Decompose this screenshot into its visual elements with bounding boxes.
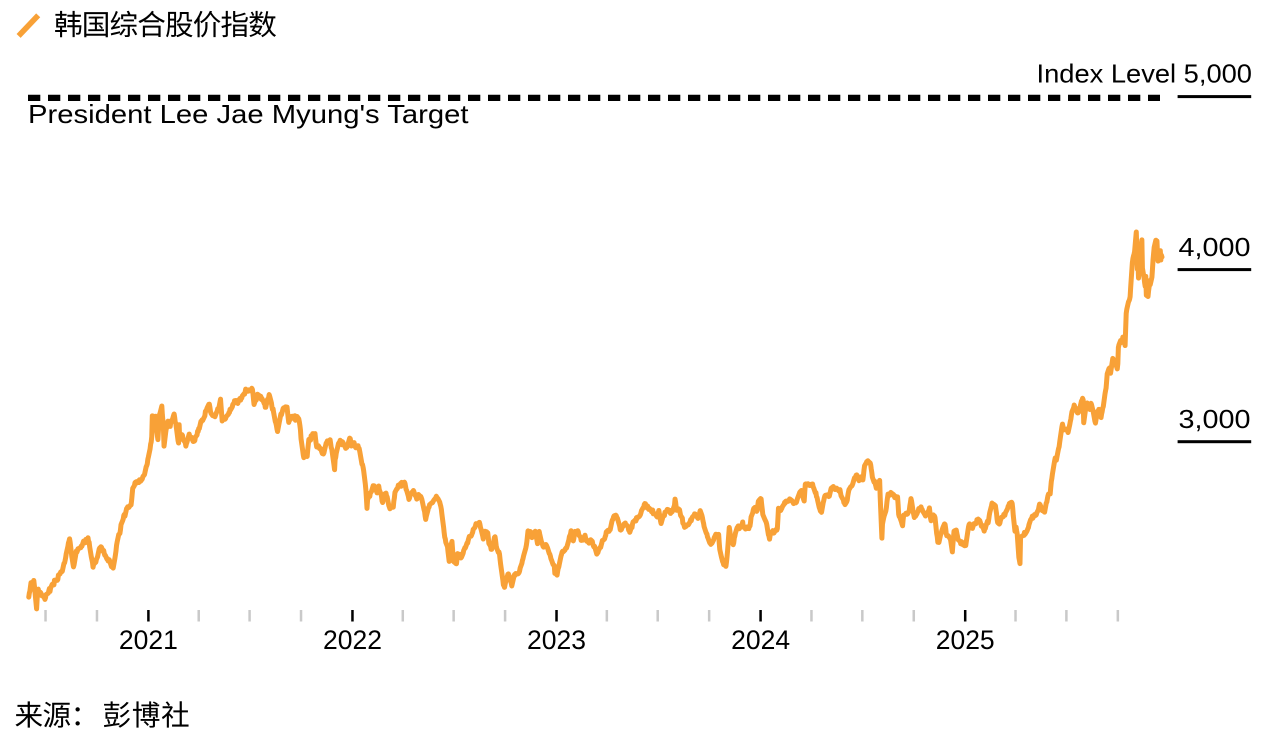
svg-text:2022: 2022 — [323, 625, 382, 655]
svg-text:President Lee Jae Myung's Targ: President Lee Jae Myung's Target — [28, 99, 469, 129]
svg-text:2024: 2024 — [731, 625, 790, 655]
svg-text:4,000: 4,000 — [1179, 232, 1251, 262]
svg-text:2021: 2021 — [119, 625, 178, 655]
svg-text:2023: 2023 — [527, 625, 586, 655]
svg-text:3,000: 3,000 — [1179, 404, 1251, 434]
svg-text:Index Level 5,000: Index Level 5,000 — [1037, 59, 1253, 89]
svg-text:2025: 2025 — [936, 625, 995, 655]
